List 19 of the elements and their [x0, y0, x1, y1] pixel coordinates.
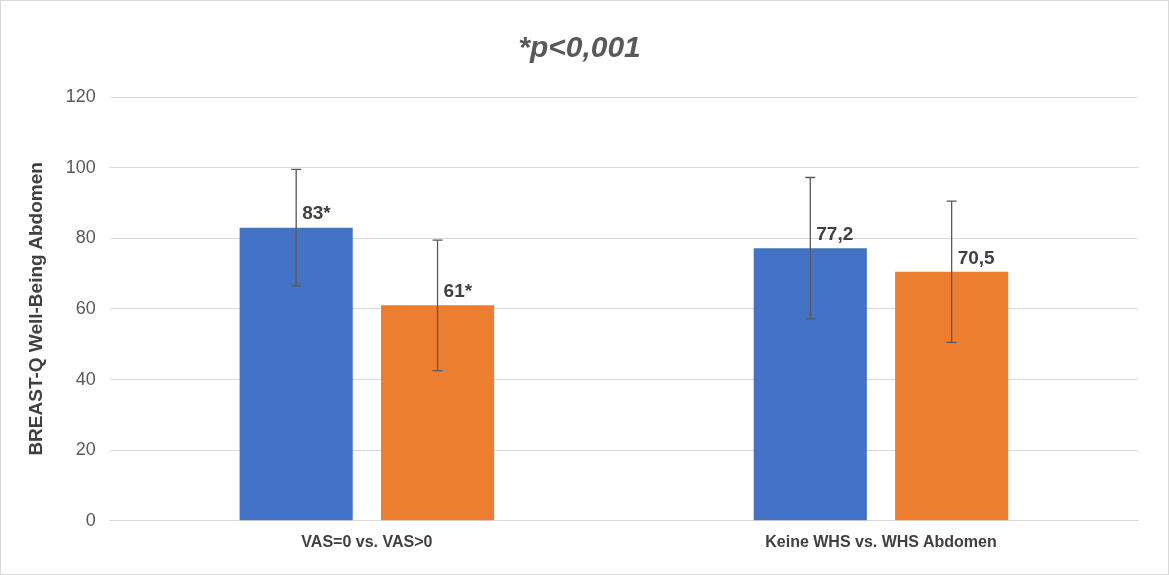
- y-tick-label: 20: [75, 439, 96, 460]
- x-tick-label: VAS=0 vs. VAS>0: [301, 532, 433, 550]
- y-tick-label: 100: [65, 156, 96, 177]
- chart-title: *p<0,001: [518, 30, 641, 64]
- data-label: 61*: [443, 280, 473, 302]
- bar: [753, 248, 867, 521]
- bar: [895, 271, 1009, 521]
- data-label: 77,2: [816, 222, 854, 244]
- y-tick-label: 120: [65, 85, 96, 106]
- y-tick-label: 0: [85, 509, 96, 530]
- y-tick-label: 40: [75, 368, 96, 389]
- y-tick-label: 60: [75, 297, 96, 318]
- y-tick-label: 80: [75, 227, 96, 248]
- data-label: 83*: [302, 202, 332, 224]
- y-axis-title: BREAST-Q Well-Being Abdomen: [24, 162, 46, 456]
- x-tick-label: Keine WHS vs. WHS Abdomen: [765, 532, 997, 550]
- bar: [381, 305, 495, 521]
- bar: [239, 227, 353, 521]
- data-label: 70,5: [957, 246, 996, 268]
